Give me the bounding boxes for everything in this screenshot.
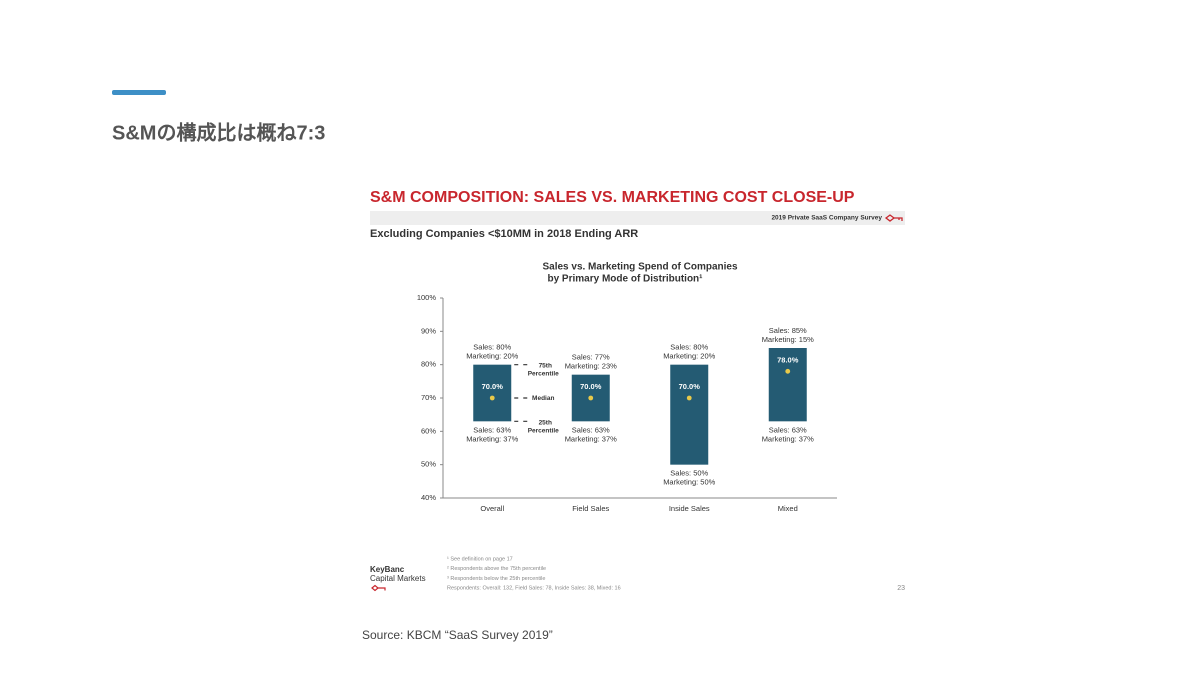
tag-band	[370, 211, 905, 225]
median-label: 70.0%	[679, 382, 701, 391]
x-tick-label: Field Sales	[572, 504, 609, 513]
top-label: Sales: 85%	[769, 326, 807, 335]
median-label: 70.0%	[580, 382, 602, 391]
survey-tag: 2019 Private SaaS Company Survey	[771, 215, 882, 222]
y-tick-label: 70%	[421, 393, 436, 402]
median-label: 70.0%	[482, 382, 504, 391]
median-dot	[686, 395, 692, 401]
page-number: 23	[897, 585, 905, 592]
top-label: Marketing: 20%	[663, 352, 715, 361]
percentile-label: 75th Percentile	[528, 362, 559, 377]
x-tick-label: Mixed	[778, 504, 798, 513]
top-label: Sales: 80%	[473, 343, 511, 352]
footnote: ¹ See definition on page 17	[447, 556, 513, 562]
top-label: Sales: 80%	[670, 343, 708, 352]
accent-bar	[112, 90, 166, 95]
top-label: Marketing: 15%	[762, 335, 814, 344]
median-dot	[588, 395, 594, 401]
bottom-label: Marketing: 37%	[565, 434, 617, 443]
y-tick-label: 50%	[421, 460, 436, 469]
percentile-label: Median	[532, 395, 554, 402]
range-bar	[670, 364, 709, 465]
median-label: 78.0%	[777, 355, 799, 364]
chart-title: Sales vs. Marketing Spend of Companies	[542, 262, 737, 273]
report-header: S&M COMPOSITION: SALES VS. MARKETING COS…	[370, 189, 855, 206]
source: Source: KBCM “SaaS Survey 2019”	[362, 628, 553, 642]
bottom-label: Marketing: 37%	[762, 434, 814, 443]
slide-title: S&Mの構成比は概ね7:3	[112, 120, 325, 144]
x-tick-label: Inside Sales	[669, 504, 710, 513]
key-icon	[884, 214, 903, 222]
chart-title: by Primary Mode of Distribution¹	[547, 274, 703, 285]
bottom-label: Marketing: 50%	[663, 478, 715, 487]
median-dot	[489, 395, 495, 401]
y-tick-label: 100%	[417, 293, 437, 302]
range-bar	[473, 364, 512, 422]
logo: Capital Markets	[370, 574, 426, 583]
logo: KeyBanc	[370, 565, 405, 574]
footnote: ³ Respondents below the 25th percentile	[447, 576, 545, 582]
key-icon	[371, 584, 386, 592]
top-label: Marketing: 23%	[565, 362, 617, 371]
x-tick-label: Overall	[480, 504, 504, 513]
y-tick-label: 80%	[421, 360, 436, 369]
y-tick-label: 60%	[421, 426, 436, 435]
top-label: Marketing: 20%	[466, 352, 518, 361]
percentile-label: 25th Percentile	[528, 419, 559, 434]
bottom-label: Sales: 63%	[473, 425, 511, 434]
median-dot	[785, 368, 791, 374]
bottom-label: Marketing: 37%	[466, 434, 518, 443]
bottom-label: Sales: 63%	[769, 425, 807, 434]
bottom-label: Sales: 50%	[670, 469, 708, 478]
y-tick-label: 40%	[421, 493, 436, 502]
report-subheader: Excluding Companies <$10MM in 2018 Endin…	[370, 228, 638, 240]
top-label: Sales: 77%	[572, 353, 610, 362]
bottom-label: Sales: 63%	[572, 425, 610, 434]
y-tick-label: 90%	[421, 326, 436, 335]
footnote: Respondents: Overall: 132, Field Sales: …	[447, 586, 621, 592]
footnote: ² Respondents above the 75th percentile	[447, 566, 546, 572]
range-bar	[768, 348, 807, 422]
